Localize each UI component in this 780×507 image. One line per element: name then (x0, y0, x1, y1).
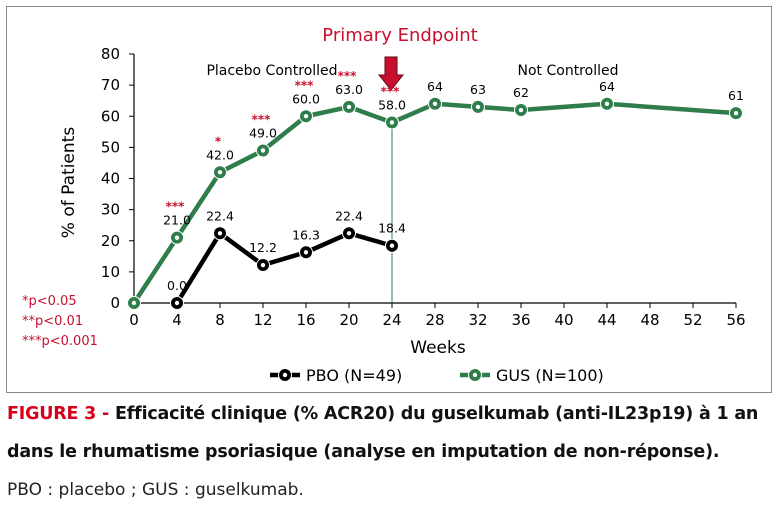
x-tick-label: 20 (339, 311, 358, 329)
data-label: 64 (599, 79, 615, 94)
x-tick-label: 12 (253, 311, 272, 329)
data-point-center (346, 231, 352, 236)
caption-line-2: dans le rhumatisme psoriasique (analyse … (7, 442, 720, 462)
legend-label: GUS (N=100) (496, 366, 604, 385)
y-axis-label: % of Patients (59, 127, 79, 239)
y-tick-label: 70 (101, 76, 120, 94)
region-label-not-controlled: Not Controlled (518, 63, 619, 79)
data-point-center (260, 148, 266, 153)
figure-caption-title: FIGURE 3 - Efficacité clinique (% ACR20)… (7, 404, 777, 424)
y-tick-label: 40 (101, 170, 120, 188)
data-label: 62 (513, 85, 529, 100)
legend-swatch-center (472, 372, 478, 378)
data-label: 18.4 (378, 221, 406, 236)
data-point-center (217, 170, 223, 175)
data-label: 21.0 (163, 213, 191, 228)
x-tick-label: 56 (726, 311, 745, 329)
y-tick-label: 10 (101, 263, 120, 281)
legend-swatch-center (282, 372, 288, 378)
region-label-placebo-controlled: Placebo Controlled (206, 63, 337, 79)
x-tick-label: 52 (683, 311, 702, 329)
x-axis-label: Weeks (410, 338, 466, 358)
x-tick-label: 40 (554, 311, 573, 329)
x-tick-label: 28 (425, 311, 444, 329)
data-point-center (518, 107, 524, 113)
primary-endpoint-arrow-icon (377, 56, 405, 91)
x-tick-label: 4 (172, 311, 182, 329)
series-line-gus (132, 101, 737, 305)
data-point-center (131, 300, 137, 306)
significance-key-item: *p<0.05 (22, 294, 77, 309)
data-label: 49.0 (249, 125, 277, 140)
data-point-center (475, 104, 481, 110)
data-point-center (303, 114, 309, 119)
data-point-center (174, 300, 180, 306)
data-point-center (389, 120, 395, 125)
x-tick-label: 44 (597, 311, 616, 329)
data-point-center (303, 250, 309, 255)
data-point-center (346, 104, 352, 110)
data-label: 58.0 (378, 97, 406, 112)
data-point-center (432, 101, 438, 107)
y-tick-label: 20 (101, 232, 120, 250)
data-label: 12.2 (249, 240, 277, 255)
significance-marker: *** (166, 200, 186, 214)
significance-marker: *** (381, 84, 401, 98)
x-tick-label: 32 (468, 311, 487, 329)
x-tick-label: 16 (296, 311, 315, 329)
data-label: 16.3 (292, 227, 320, 242)
chart-title: Primary Endpoint (322, 25, 477, 46)
data-point-center (260, 262, 266, 268)
significance-key-item: ***p<0.001 (22, 334, 98, 349)
x-tick-label: 36 (511, 311, 530, 329)
data-label: 60.0 (292, 91, 320, 106)
legend-label: PBO (N=49) (306, 366, 402, 385)
data-point-center (174, 235, 180, 240)
data-label: 61 (728, 88, 744, 103)
data-point-center (217, 231, 223, 236)
data-point-center (733, 110, 739, 116)
significance-marker: *** (295, 78, 315, 92)
data-label: 22.4 (335, 208, 363, 223)
significance-marker: *** (252, 112, 272, 126)
x-tick-label: 8 (215, 311, 225, 329)
data-label: 42.0 (206, 147, 234, 162)
y-tick-label: 80 (101, 45, 120, 63)
y-tick-label: 30 (101, 201, 120, 219)
x-tick-label: 0 (129, 311, 139, 329)
data-label: 22.4 (206, 208, 234, 223)
chart-frame (6, 6, 772, 393)
data-label: 63 (470, 82, 486, 97)
x-tick-label: 48 (640, 311, 659, 329)
y-tick-label: 60 (101, 107, 120, 125)
y-tick-label: 0 (110, 294, 120, 312)
caption-line-3: PBO : placebo ; GUS : guselkumab. (7, 480, 304, 500)
data-point-center (389, 243, 395, 248)
series-line-pbo (175, 231, 393, 305)
figure-label: FIGURE 3 - (7, 404, 115, 424)
data-point-center (604, 101, 610, 107)
caption-line-1: Efficacité clinique (% ACR20) du guselku… (115, 404, 759, 424)
significance-marker: *** (338, 69, 358, 83)
significance-key-item: **p<0.01 (22, 314, 83, 329)
significance-marker: * (215, 134, 222, 148)
y-tick-label: 50 (101, 138, 120, 156)
data-label: 63.0 (335, 82, 363, 97)
data-label: 64 (427, 79, 443, 94)
x-tick-label: 24 (382, 311, 401, 329)
data-label: 0.0 (167, 278, 187, 293)
